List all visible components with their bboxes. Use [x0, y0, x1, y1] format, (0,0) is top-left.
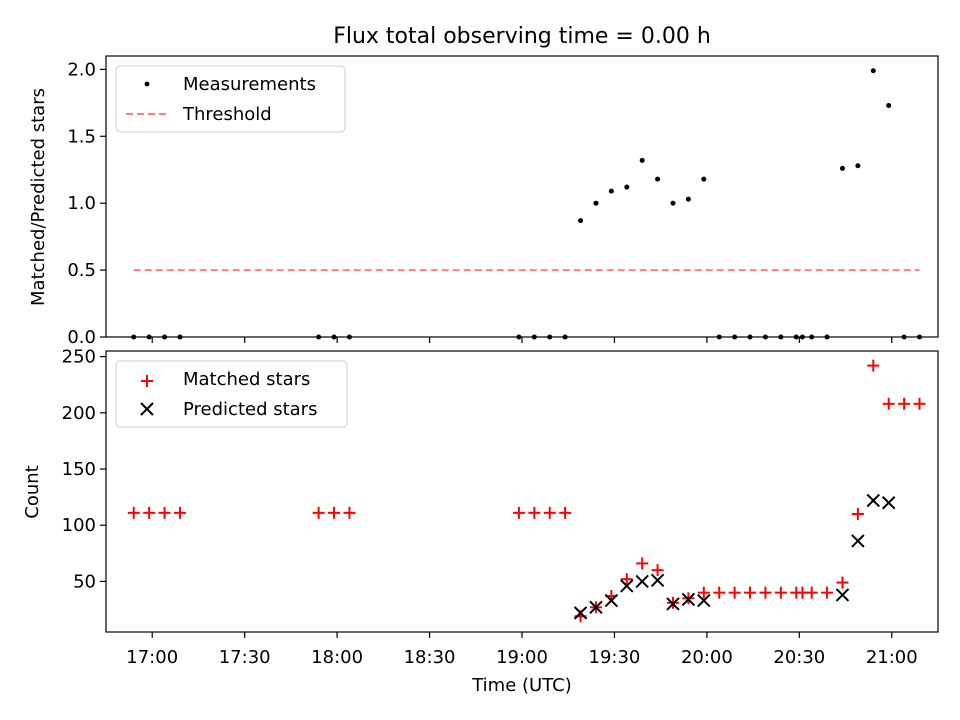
matched-star-point — [143, 506, 156, 519]
top-panel-ylabel: Matched/Predicted stars — [28, 88, 49, 306]
legend-threshold-label: Threshold — [182, 104, 272, 125]
legend-matched-label: Matched stars — [183, 369, 310, 390]
predicted-star-point — [650, 573, 665, 588]
matched-star-point — [805, 586, 818, 599]
top-legend: Measurements Threshold — [115, 65, 346, 133]
top-ytick-label: 0.0 — [67, 327, 96, 348]
predicted-star-point — [604, 593, 619, 608]
matched-star-point — [173, 506, 186, 519]
matched-star-point — [867, 359, 880, 372]
predicted-star-point — [635, 574, 649, 589]
bottom-panel: 50 100 150 200 250 17:00 17:30 18:00 18:30 19:00… — [22, 347, 939, 696]
matched-star-point — [543, 506, 556, 519]
predicted-star-point — [881, 496, 896, 510]
predicted-star-point — [866, 493, 880, 508]
xtick-label: 17:00 — [126, 647, 178, 668]
legend-matched-marker — [141, 375, 153, 387]
matched-star-point — [343, 506, 356, 519]
x-axis-label: Time (UTC) — [471, 675, 572, 696]
xtick-label: 20:00 — [681, 647, 733, 668]
top-ytick-label: 1.0 — [67, 193, 96, 214]
matched-star-point — [651, 564, 664, 577]
predicted-star-point — [573, 606, 588, 620]
bottom-legend: Matched stars Predicted stars — [115, 360, 348, 428]
legend-measurements-marker — [144, 81, 150, 87]
predicted-star-point — [835, 588, 850, 602]
top-legend-box — [115, 65, 346, 133]
bottom-ytick-label: 150 — [62, 459, 96, 480]
matched-star-point — [559, 506, 572, 519]
xtick-label: 19:30 — [589, 647, 641, 668]
measurement-point — [855, 163, 861, 169]
bottom-legend-box — [115, 360, 348, 428]
matched-star-point — [882, 397, 895, 410]
matched-star-point — [821, 586, 834, 599]
matched-star-point — [620, 573, 633, 586]
chart-title: Flux total observing time = 0.00 h — [333, 24, 711, 49]
top-ytick-label: 1.5 — [67, 126, 96, 147]
xtick-label: 18:30 — [404, 647, 456, 668]
bottom-panel-ylabel: Count — [22, 465, 43, 518]
xtick-label: 20:30 — [773, 647, 825, 668]
predicted-star-point — [851, 534, 865, 548]
xtick-label: 18:00 — [311, 647, 363, 668]
top-ytick-label: 0.5 — [67, 260, 96, 281]
measurement-point — [870, 68, 876, 74]
matched-star-point — [697, 586, 710, 599]
legend-predicted-marker — [140, 402, 154, 416]
matched-star-point — [728, 586, 741, 599]
measurement-point — [839, 165, 845, 171]
matched-star-point — [759, 586, 772, 599]
predicted-star-point — [681, 592, 696, 607]
legend-measurements-label: Measurements — [183, 74, 316, 95]
top-ytick-label: 2.0 — [67, 59, 96, 80]
matched-star-point — [158, 506, 171, 519]
measurement-point — [624, 184, 630, 190]
matched-star-point — [851, 507, 864, 520]
measurement-point — [670, 200, 676, 206]
predicted-star-point — [666, 597, 680, 611]
predicted-star-point — [697, 593, 711, 608]
matched-star-point — [774, 586, 787, 599]
matched-star-point — [836, 576, 849, 589]
legend-predicted-label: Predicted stars — [183, 399, 317, 420]
xtick-label: 21:00 — [866, 647, 918, 668]
matched-star-point — [528, 506, 541, 519]
matched-star-point — [898, 397, 911, 410]
matched-star-point — [744, 586, 757, 599]
matched-star-point — [328, 506, 341, 519]
bottom-ytick-label: 100 — [62, 515, 96, 536]
matched-star-point — [312, 506, 325, 519]
measurement-point — [886, 103, 892, 109]
measurement-point — [655, 176, 661, 182]
matched-star-point — [913, 397, 926, 410]
measurement-point — [701, 176, 707, 182]
predicted-star-point — [589, 600, 603, 614]
xtick-label: 19:00 — [496, 647, 548, 668]
predicted-star-point — [620, 579, 634, 593]
bottom-ytick-label: 50 — [73, 571, 96, 592]
measurement-point — [593, 200, 599, 206]
measurement-point — [608, 188, 614, 194]
matched-star-point — [512, 506, 525, 519]
measurement-point — [578, 218, 584, 224]
measurement-point — [685, 196, 691, 202]
matched-star-point — [636, 557, 649, 570]
bottom-ytick-label: 200 — [62, 403, 96, 424]
xtick-label: 17:30 — [219, 647, 271, 668]
top-panel: 0.00.51.01.52.0 Matched/Predicted stars … — [28, 55, 939, 348]
matched-star-point — [127, 506, 140, 519]
bottom-ytick-label: 250 — [62, 347, 96, 368]
matched-star-point — [713, 586, 726, 599]
measurement-point — [639, 157, 645, 163]
